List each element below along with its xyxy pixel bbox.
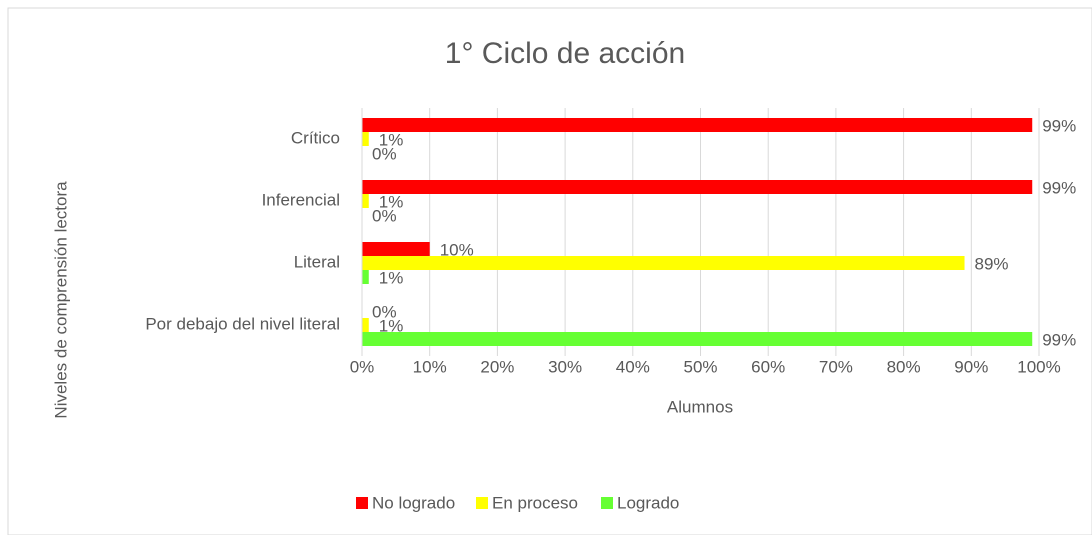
x-tick-label: 60% xyxy=(751,357,785,376)
bar xyxy=(362,194,369,208)
legend-swatch xyxy=(601,497,613,509)
legend-label: Logrado xyxy=(617,493,679,512)
x-tick-label: 70% xyxy=(819,357,853,376)
data-label: 99% xyxy=(1042,116,1076,135)
chart-border xyxy=(7,7,1092,535)
bar xyxy=(362,270,369,284)
data-label: 10% xyxy=(440,240,474,259)
y-tick-label: Por debajo del nivel literal xyxy=(145,314,340,333)
data-label: 1% xyxy=(379,192,404,211)
x-tick-label: 90% xyxy=(954,357,988,376)
data-label: 1% xyxy=(379,130,404,149)
bar xyxy=(362,242,430,256)
bar xyxy=(362,332,1033,346)
y-tick-label: Inferencial xyxy=(262,190,340,209)
y-tick-label: Crítico xyxy=(291,128,340,147)
data-label: 99% xyxy=(1042,178,1076,197)
x-tick-label: 80% xyxy=(887,357,921,376)
data-label: 89% xyxy=(975,254,1009,273)
bar xyxy=(362,318,369,332)
bar xyxy=(362,118,1033,132)
data-label: 0% xyxy=(372,302,397,321)
chart-title: 1° Ciclo de acción xyxy=(445,37,685,70)
legend-swatch xyxy=(356,497,368,509)
legend-label: En proceso xyxy=(492,493,578,512)
legend-swatch xyxy=(476,497,488,509)
legend-label: No logrado xyxy=(372,493,455,512)
data-label: 0% xyxy=(372,206,397,225)
data-label: 1% xyxy=(379,268,404,287)
bar xyxy=(362,180,1033,194)
bar xyxy=(362,256,965,270)
x-tick-label: 100% xyxy=(1017,357,1060,376)
x-tick-label: 10% xyxy=(413,357,447,376)
y-axis-label: Niveles de comprensión lectora xyxy=(51,181,70,419)
x-tick-label: 30% xyxy=(548,357,582,376)
bar xyxy=(362,132,369,146)
x-tick-label: 40% xyxy=(616,357,650,376)
y-tick-label: Literal xyxy=(294,252,340,271)
x-axis-label: Alumnos xyxy=(667,397,733,416)
x-tick-label: 50% xyxy=(683,357,717,376)
data-label: 1% xyxy=(379,316,404,335)
x-tick-label: 20% xyxy=(480,357,514,376)
data-label: 0% xyxy=(372,144,397,163)
x-tick-label: 0% xyxy=(350,357,375,376)
data-label: 99% xyxy=(1042,330,1076,349)
